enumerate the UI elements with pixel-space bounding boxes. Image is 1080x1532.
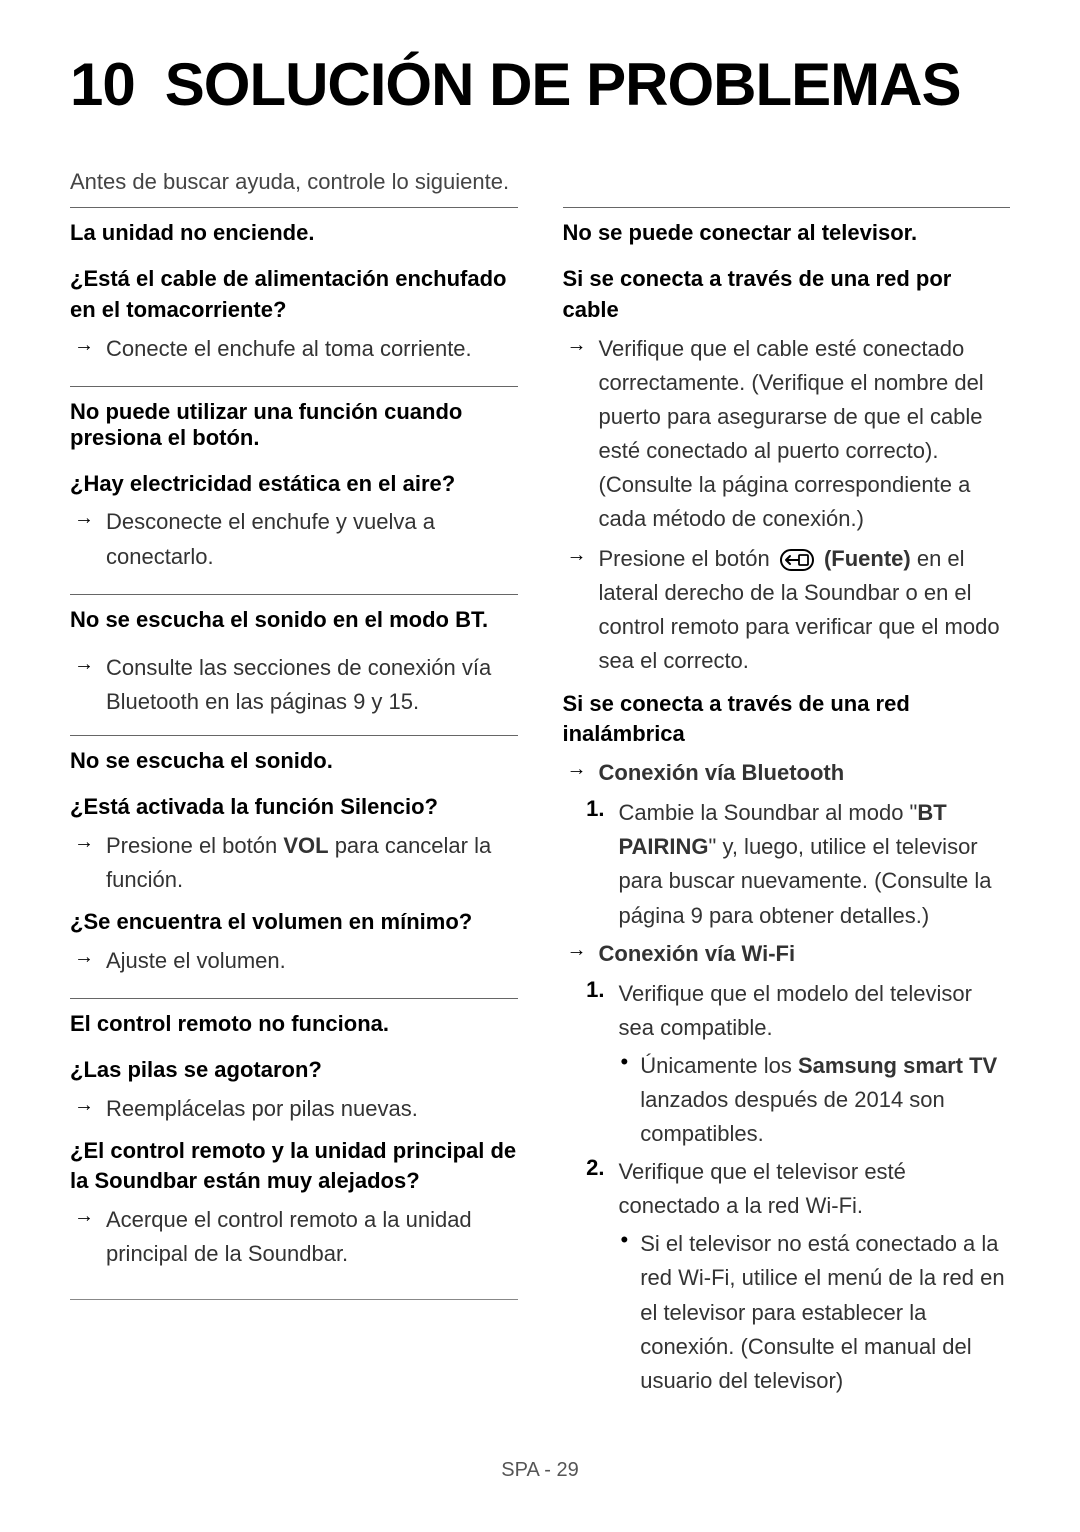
arrow-icon: → xyxy=(567,758,587,781)
right-column: No se puede conectar al televisor. Si se… xyxy=(563,207,1011,1412)
answer-text: Verifique que el cable esté conectado co… xyxy=(599,332,1011,537)
list-number: 1. xyxy=(585,796,605,822)
section-title: La unidad no enciende. xyxy=(70,220,518,246)
arrow-icon: → xyxy=(74,831,94,854)
section-title: No se escucha el sonido en el modo BT. xyxy=(70,607,518,633)
arrow-icon: → xyxy=(567,939,587,962)
question: ¿Las pilas se agotaron? xyxy=(70,1055,518,1086)
answer-text: Acerque el control remoto a la unidad pr… xyxy=(106,1203,518,1271)
answer-text: Reemplácelas por pilas nuevas. xyxy=(106,1092,418,1126)
answer-text: Presione el botón VOL para cancelar la f… xyxy=(106,829,518,897)
question: ¿Está el cable de alimentación enchufado… xyxy=(70,264,518,326)
section-title: No se escucha el sonido. xyxy=(70,748,518,774)
question: ¿Hay electricidad estática en el aire? xyxy=(70,469,518,500)
list-number: 1. xyxy=(585,977,605,1003)
answer-text: Desconecte el enchufe y vuelva a conecta… xyxy=(106,505,518,573)
arrow-icon: → xyxy=(74,946,94,969)
arrow-icon: → xyxy=(74,1205,94,1228)
bullet-text: Si el televisor no está conectado a la r… xyxy=(640,1227,1010,1397)
section-tv-connect: No se puede conectar al televisor. Si se… xyxy=(563,207,1011,1412)
arrow-icon: → xyxy=(74,1094,94,1117)
subheading-wired: Si se conecta a través de una red por ca… xyxy=(563,264,1011,326)
answer-text: Ajuste el volumen. xyxy=(106,944,286,978)
section-title: El control remoto no funciona. xyxy=(70,1011,518,1037)
answer-text: Consulte las secciones de conexión vía B… xyxy=(106,651,518,719)
question: ¿El control remoto y la unidad principal… xyxy=(70,1136,518,1198)
intro-text: Antes de buscar ayuda, controle lo sigui… xyxy=(70,169,1010,195)
arrow-icon: → xyxy=(74,507,94,530)
arrow-icon: → xyxy=(74,334,94,357)
arrow-icon: → xyxy=(74,653,94,676)
section-title: No puede utilizar una función cuando pre… xyxy=(70,399,518,451)
arrow-icon: → xyxy=(567,544,587,567)
bullet-icon: • xyxy=(621,1227,629,1253)
page-title: 10 SOLUCIÓN DE PROBLEMAS xyxy=(70,50,1010,119)
page-footer: SPA - 29 xyxy=(0,1459,1080,1482)
chapter-number: 10 xyxy=(70,51,135,118)
left-column: La unidad no enciende. ¿Está el cable de… xyxy=(70,207,518,1412)
section-title: No se puede conectar al televisor. xyxy=(563,220,1011,246)
chapter-text: SOLUCIÓN DE PROBLEMAS xyxy=(165,51,961,118)
divider xyxy=(70,1299,518,1300)
list-item-text: Verifique que el modelo del televisor se… xyxy=(619,977,1011,1045)
section-remote: El control remoto no funciona. ¿Las pila… xyxy=(70,998,518,1292)
list-item-text: Cambie la Soundbar al modo "BT PAIRING" … xyxy=(619,796,1011,932)
question: ¿Se encuentra el volumen en mínimo? xyxy=(70,907,518,938)
list-number: 2. xyxy=(585,1155,605,1181)
wifi-heading: Conexión vía Wi-Fi xyxy=(599,937,796,971)
bullet-text: Únicamente los Samsung smart TV lanzados… xyxy=(640,1049,1010,1151)
subheading-wireless: Si se conecta a través de una red inalám… xyxy=(563,689,1011,751)
answer-text: Conecte el enchufe al toma corriente. xyxy=(106,332,472,366)
answer-text: Presione el botón (Fuente) en el lateral… xyxy=(599,542,1011,678)
list-item-text: Verifique que el televisor esté conectad… xyxy=(619,1155,1011,1223)
bluetooth-heading: Conexión vía Bluetooth xyxy=(599,756,845,790)
section-no-sound: No se escucha el sonido. ¿Está activada … xyxy=(70,735,518,998)
bullet-icon: • xyxy=(621,1049,629,1075)
section-button-function: No puede utilizar una función cuando pre… xyxy=(70,386,518,594)
section-unit-no-power: La unidad no enciende. ¿Está el cable de… xyxy=(70,207,518,386)
section-bt-no-sound: No se escucha el sonido en el modo BT. →… xyxy=(70,594,518,735)
arrow-icon: → xyxy=(567,334,587,357)
source-icon xyxy=(780,549,814,571)
question: ¿Está activada la función Silencio? xyxy=(70,792,518,823)
content-columns: La unidad no enciende. ¿Está el cable de… xyxy=(70,207,1010,1412)
